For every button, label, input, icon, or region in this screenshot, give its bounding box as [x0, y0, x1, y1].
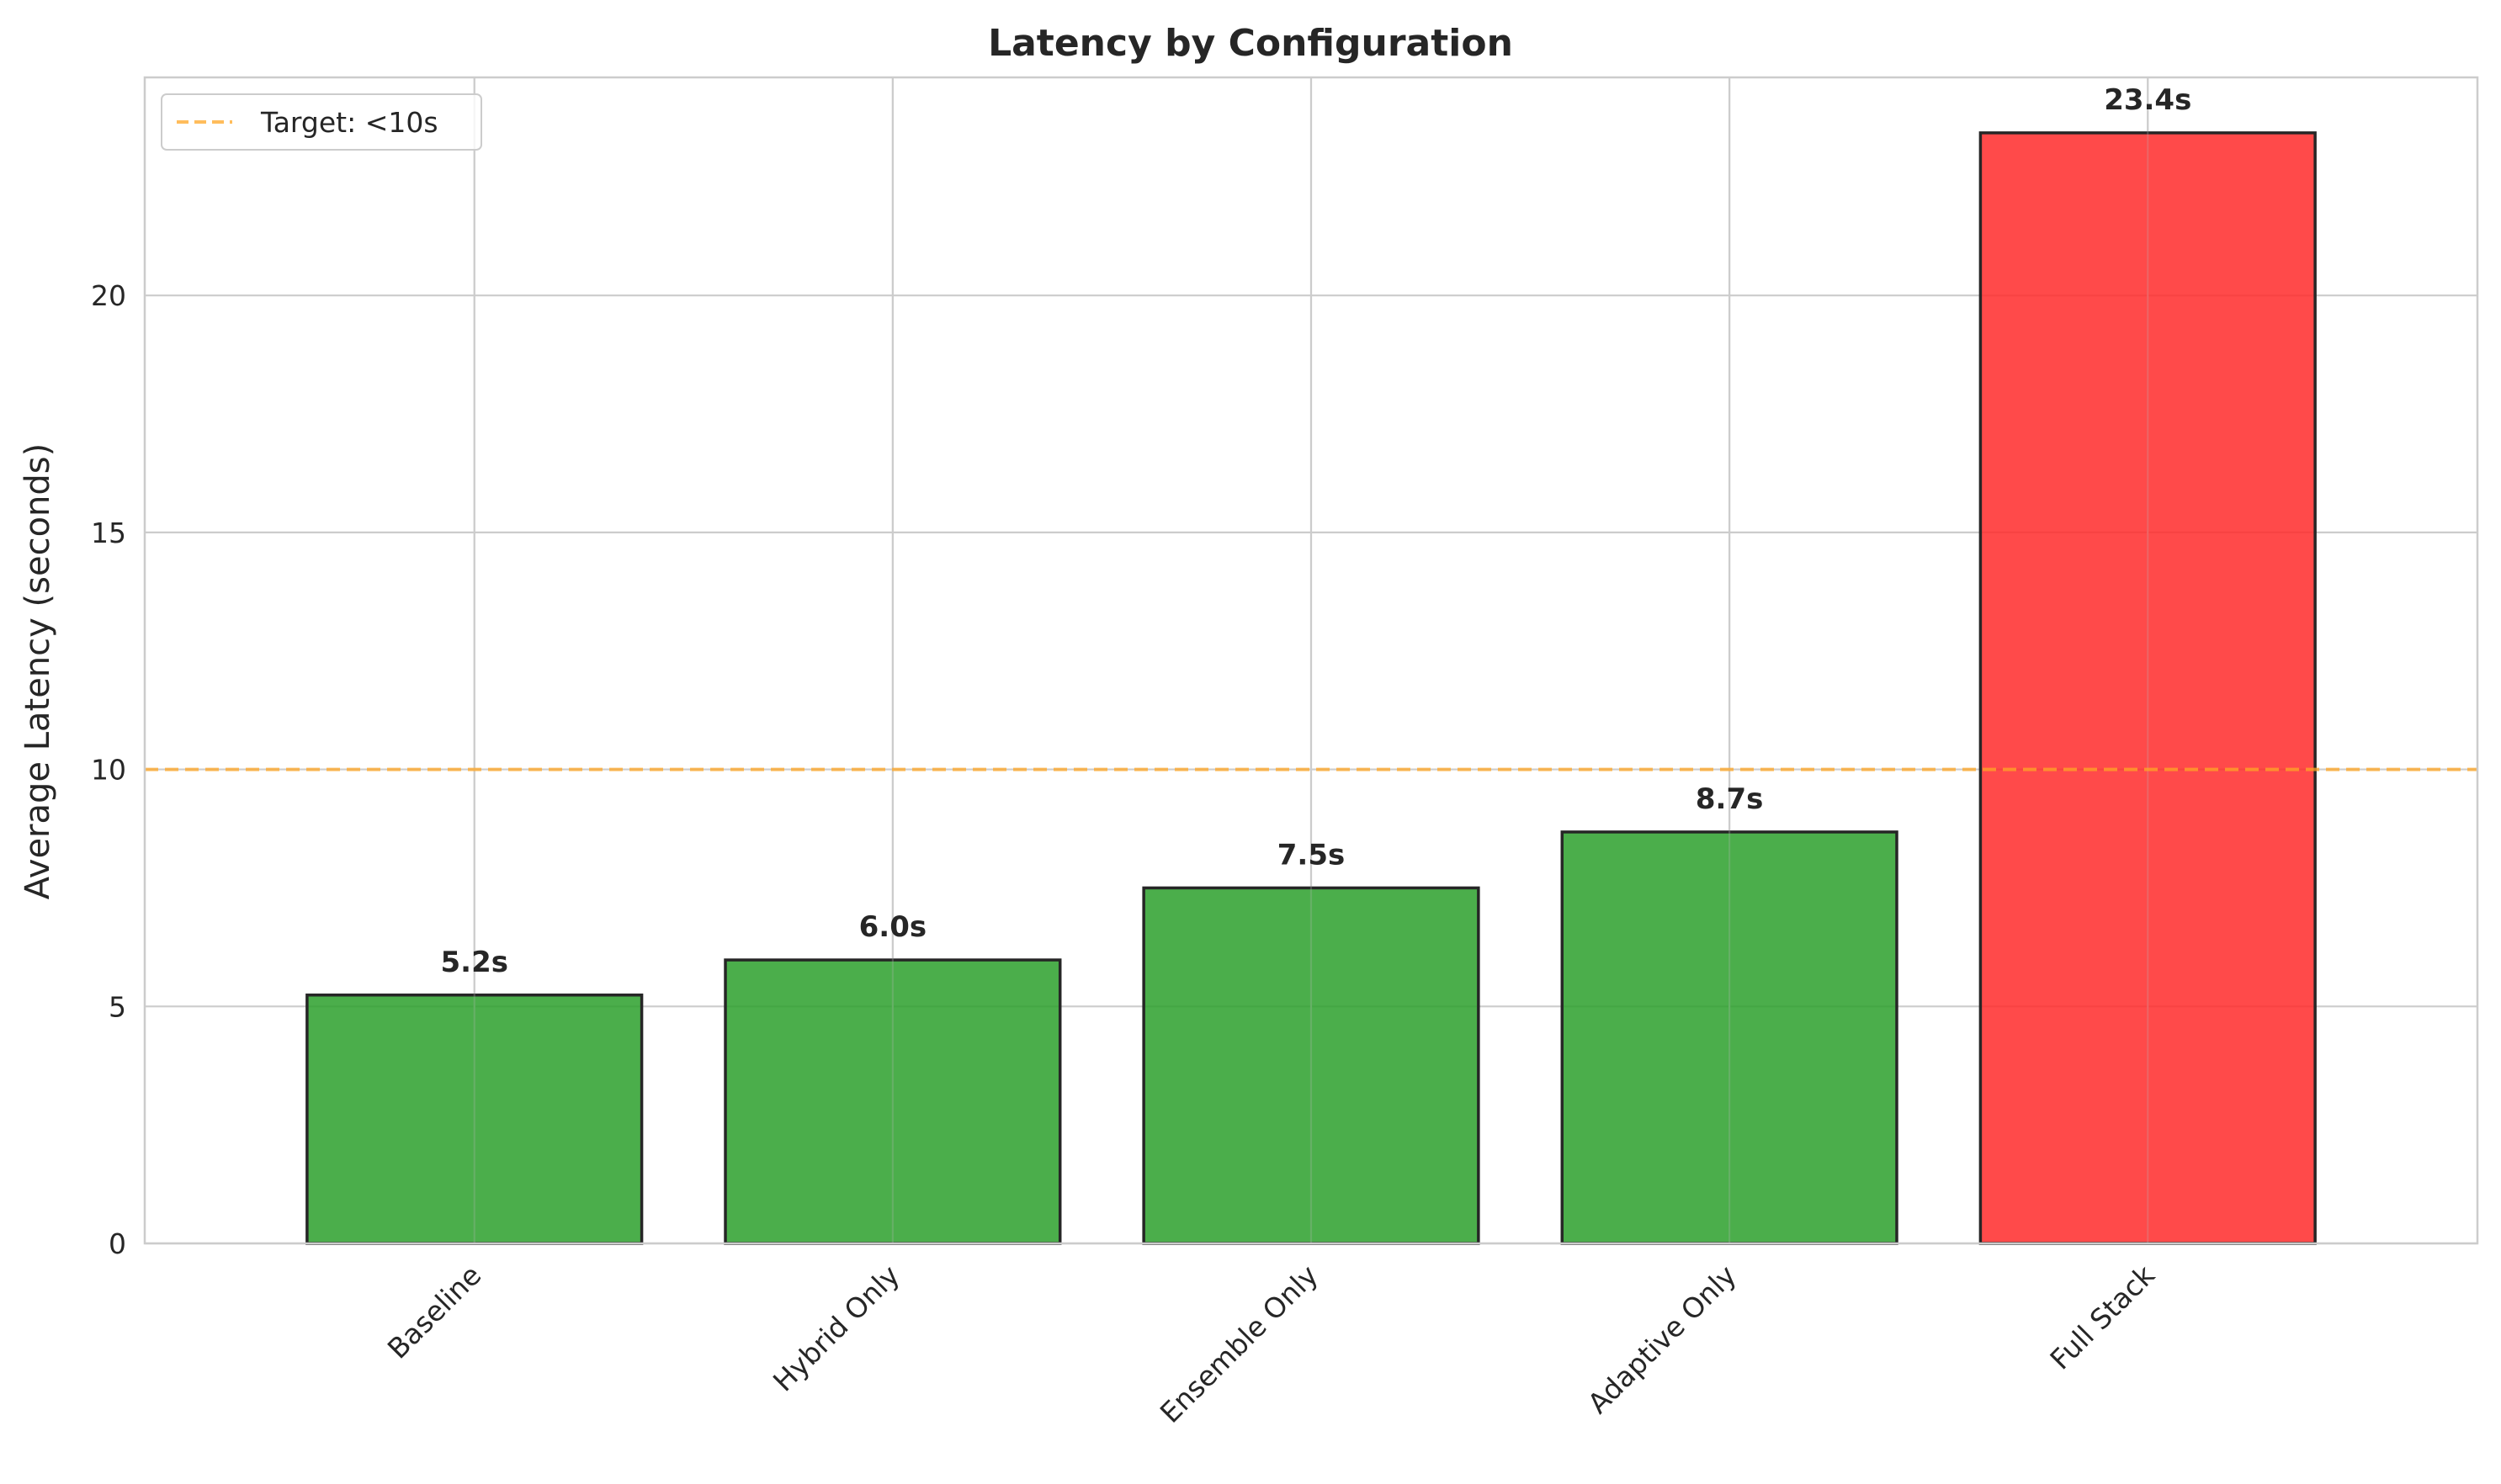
- bar-value-label: 7.5s: [1277, 838, 1345, 872]
- x-tick-label: Baseline: [381, 1259, 488, 1365]
- x-tick-label: Full Stack: [2043, 1258, 2161, 1375]
- y-tick-label: 20: [91, 279, 126, 312]
- x-tick-label: Adaptive Only: [1581, 1259, 1743, 1420]
- bar: [305, 994, 644, 1245]
- bar-value-label: 23.4s: [2104, 83, 2191, 117]
- y-tick-label: 0: [109, 1227, 126, 1260]
- legend-box: [161, 93, 482, 151]
- bars: [305, 77, 2317, 1245]
- legend: Target: <10s: [161, 93, 482, 151]
- axes-frame: [143, 76, 2479, 1245]
- bar-value-label: 5.2s: [441, 946, 508, 979]
- bar-value-label: 6.0s: [859, 910, 927, 944]
- x-tick-label: Hybrid Only: [767, 1259, 906, 1398]
- y-axis-label: Average Latency (seconds): [19, 443, 57, 900]
- bar: [1142, 886, 1480, 1245]
- chart-title: Latency by Configuration: [988, 22, 1513, 65]
- data-labels: 5.2s 6.0s 7.5s 8.7s 23.4s: [441, 83, 2192, 979]
- y-tick-label: 15: [91, 517, 126, 549]
- bar: [724, 958, 1062, 1245]
- y-tick-label: 10: [91, 754, 126, 787]
- x-tick-label: Ensemble Only: [1154, 1259, 1325, 1429]
- legend-entry-label: Target: <10s: [260, 106, 438, 139]
- bar: [1978, 131, 2317, 1245]
- y-tick-label: 5: [109, 990, 126, 1023]
- bar-value-label: 8.7s: [1696, 782, 1763, 816]
